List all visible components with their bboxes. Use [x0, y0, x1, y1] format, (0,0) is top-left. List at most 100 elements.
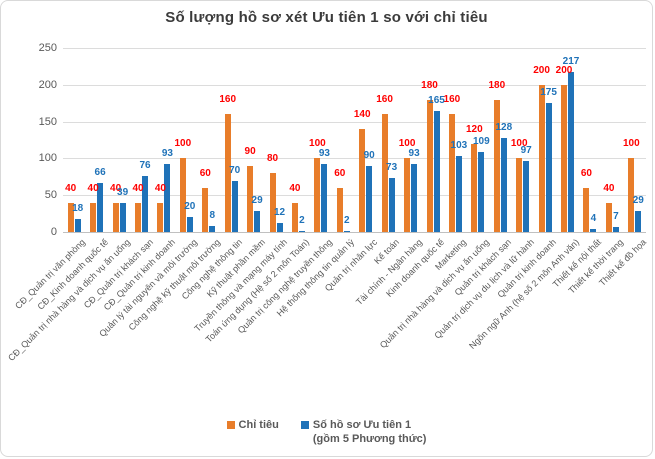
- legend-label-chi-tieu: Chỉ tiêu: [238, 419, 279, 431]
- chart-title: Số lượng hồ sơ xét Ưu tiên 1 so với chỉ …: [165, 9, 488, 26]
- bar-chi-tieu: [291, 202, 298, 232]
- bar-value-label-chi-tieu: 40: [110, 182, 122, 194]
- bar-value-label-uu-tien-1: 97: [520, 144, 532, 156]
- bar-value-label-chi-tieu: 40: [87, 182, 99, 194]
- bar-uu-tien-1: [164, 163, 171, 232]
- bar-value-label-uu-tien-1: 109: [472, 135, 490, 147]
- bar-uu-tien-1: [568, 72, 574, 232]
- gridline: [63, 195, 646, 197]
- bar-uu-tien-1: [119, 203, 126, 232]
- bar-chi-tieu: [493, 99, 500, 232]
- bar-chi-tieu: [381, 114, 388, 232]
- bar-chi-tieu: [247, 165, 254, 232]
- y-axis-tick-label: 200: [38, 78, 57, 91]
- bar-uu-tien-1: [411, 163, 418, 232]
- bar-value-label-uu-tien-1: 29: [251, 194, 263, 206]
- bar-value-label-chi-tieu: 40: [603, 182, 615, 194]
- bar-value-label-chi-tieu: 180: [421, 79, 438, 91]
- bar-value-label-chi-tieu: 80: [266, 153, 279, 165]
- bar-value-label-uu-tien-1: 66: [94, 167, 106, 179]
- x-axis-line: [63, 232, 646, 233]
- bar-uu-tien-1: [276, 223, 283, 232]
- bar-value-label-chi-tieu: 120: [465, 123, 483, 135]
- legend-swatch-chi-tieu-icon: [226, 421, 235, 429]
- bar-uu-tien-1: [97, 183, 104, 232]
- bar-uu-tien-1: [523, 160, 530, 232]
- bar-value-label-uu-tien-1: 2: [299, 214, 305, 226]
- bar-value-label-chi-tieu: 200: [555, 64, 573, 76]
- bar-value-label-chi-tieu: 40: [65, 182, 77, 194]
- bar-chi-tieu: [314, 158, 321, 232]
- bar-chi-tieu: [538, 84, 545, 232]
- bar-chi-tieu: [135, 202, 141, 232]
- bar-uu-tien-1: [74, 218, 81, 232]
- bar-value-label-chi-tieu: 60: [334, 167, 346, 179]
- bar-uu-tien-1: [298, 230, 305, 232]
- bar-value-label-chi-tieu: 90: [244, 145, 256, 157]
- bar-uu-tien-1: [478, 151, 485, 232]
- bar-value-label-chi-tieu: 60: [199, 167, 211, 179]
- bar-value-label-chi-tieu: 160: [376, 94, 393, 106]
- bar-value-label-uu-tien-1: 20: [184, 201, 196, 213]
- legend-item-uu-tien: Số hồ sơ Ưu tiên 1 (gồm 5 Phương thức): [300, 418, 427, 446]
- bar-value-label-uu-tien-1: 70: [229, 164, 241, 176]
- bar-value-label-chi-tieu: 140: [353, 109, 371, 120]
- legend-label-uu-tien-line2: (gồm 5 Phương thức): [312, 433, 427, 445]
- bar-chi-tieu: [471, 143, 478, 232]
- bar-value-label-chi-tieu: 40: [154, 182, 166, 194]
- bar-value-label-chi-tieu: 100: [309, 138, 326, 150]
- bar-value-label-chi-tieu: 160: [443, 94, 461, 106]
- bar-value-label-chi-tieu: 180: [488, 79, 506, 91]
- bar-uu-tien-1: [343, 230, 350, 232]
- legend-swatch-uu-tien-icon: [300, 421, 309, 429]
- bar-uu-tien-1: [635, 210, 642, 232]
- bar-value-label-uu-tien-1: 165: [428, 94, 445, 106]
- legend: Chỉ tiêu Số hồ sơ Ưu tiên 1 (gồm 5 Phươn…: [1, 418, 652, 446]
- bar-uu-tien-1: [545, 103, 552, 232]
- gridline: [63, 84, 646, 86]
- bar-uu-tien-1: [500, 137, 507, 232]
- bar-chi-tieu: [561, 84, 567, 232]
- bar-value-label-uu-tien-1: 73: [386, 162, 398, 174]
- bar-chi-tieu: [67, 202, 74, 232]
- bar-chi-tieu: [605, 202, 612, 232]
- bar-value-label-chi-tieu: 40: [289, 182, 301, 194]
- bar-value-label-chi-tieu: 200: [533, 64, 550, 76]
- bar-value-label-chi-tieu: 100: [510, 138, 528, 150]
- bar-value-label-uu-tien-1: 103: [450, 140, 468, 152]
- bar-uu-tien-1: [612, 226, 619, 232]
- bar-value-label-uu-tien-1: 7: [613, 210, 619, 222]
- bar-value-label-uu-tien-1: 128: [495, 121, 513, 133]
- legend-label-uu-tien: Số hồ sơ Ưu tiên 1 (gồm 5 Phương thức): [313, 418, 427, 446]
- bar-value-label-uu-tien-1: 4: [590, 213, 597, 225]
- bar-chi-tieu: [359, 129, 366, 232]
- bar-uu-tien-1: [455, 156, 462, 232]
- bar-uu-tien-1: [142, 176, 148, 232]
- bar-uu-tien-1: [433, 110, 440, 232]
- bar-uu-tien-1: [388, 178, 395, 232]
- bar-value-label-uu-tien-1: 2: [344, 214, 350, 226]
- gridline: [63, 48, 646, 49]
- bar-chi-tieu: [448, 114, 455, 232]
- bar-value-label-chi-tieu: 100: [174, 138, 192, 150]
- bar-value-label-uu-tien-1: 93: [408, 147, 420, 159]
- bar-uu-tien-1: [186, 217, 193, 232]
- bar-uu-tien-1: [209, 226, 216, 232]
- bar-value-label-chi-tieu: 160: [219, 94, 237, 106]
- bar-value-label-uu-tien-1: 18: [72, 202, 84, 214]
- y-axis-tick-label: 250: [38, 42, 57, 54]
- bar-value-label-uu-tien-1: 76: [139, 160, 151, 172]
- bar-chi-tieu: [112, 202, 119, 232]
- bar-value-label-uu-tien-1: 29: [632, 194, 644, 206]
- bar-chi-tieu: [179, 158, 186, 232]
- y-axis-tick-label: 50: [44, 189, 57, 202]
- bar-chi-tieu: [202, 187, 209, 232]
- bar-value-label-uu-tien-1: 93: [318, 147, 330, 159]
- bar-uu-tien-1: [321, 163, 328, 232]
- bar-value-label-uu-tien-1: 12: [273, 207, 286, 219]
- y-axis-tick-label: 0: [50, 226, 57, 238]
- bar-value-label-uu-tien-1: 217: [562, 56, 580, 68]
- bar-uu-tien-1: [254, 210, 261, 232]
